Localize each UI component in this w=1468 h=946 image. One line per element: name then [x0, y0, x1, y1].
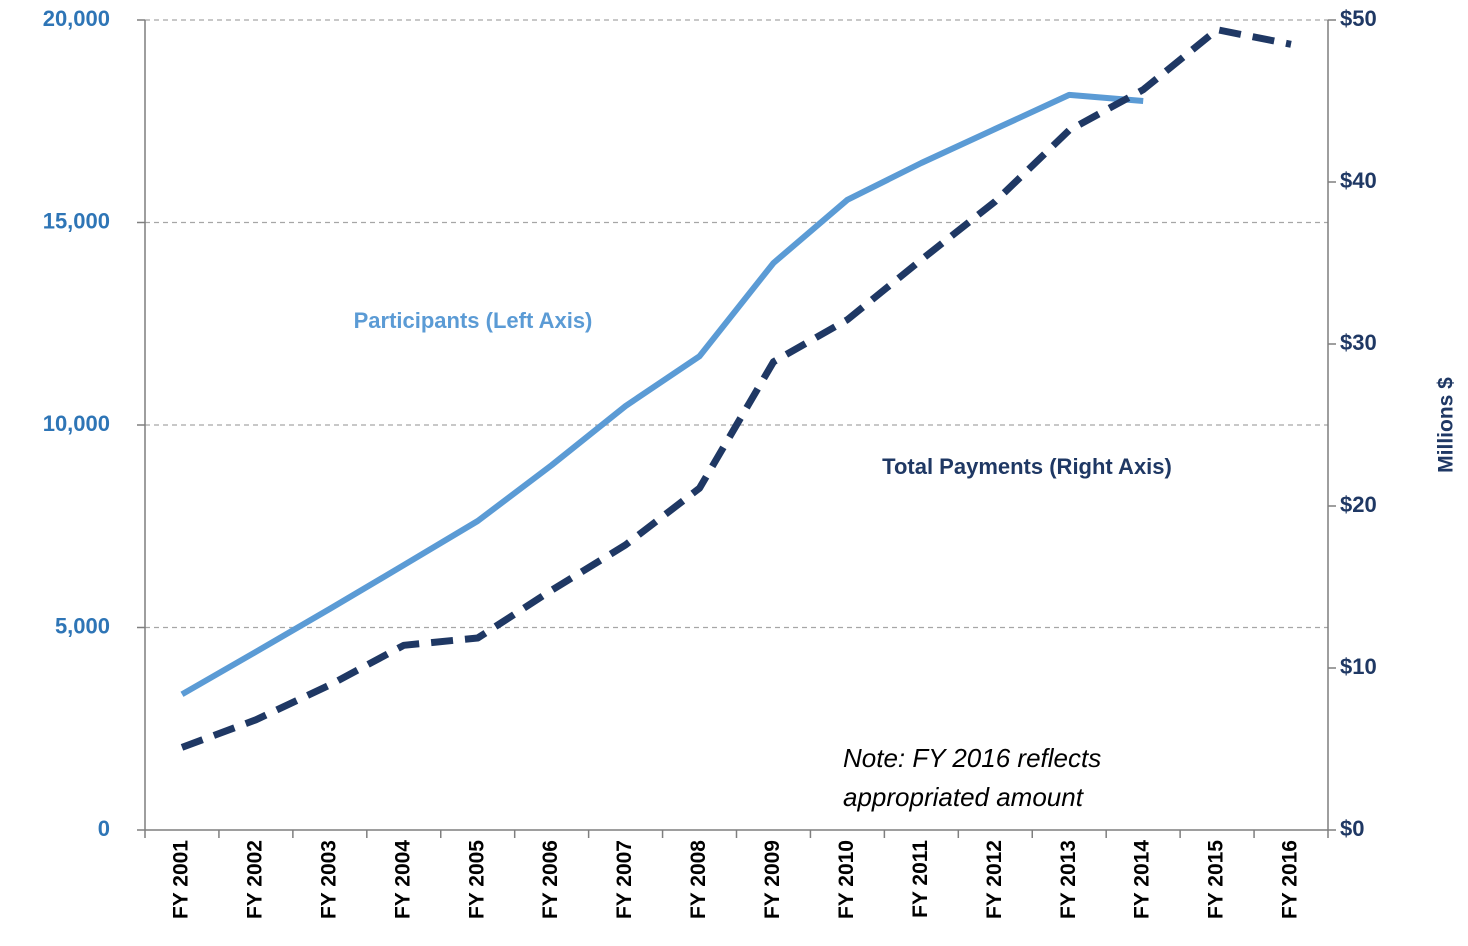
x-tick-label: FY 2001	[170, 840, 193, 919]
y-tick-label: 15,000	[43, 208, 110, 233]
x-tick-label: FY 2011	[909, 840, 932, 918]
x-tick-label: FY 2006	[539, 840, 562, 919]
note: appropriated amount	[843, 782, 1085, 812]
y-tick-label: 0	[98, 816, 110, 841]
y-tick-label: 5,000	[55, 613, 110, 638]
y2-tick-label: $40	[1340, 168, 1377, 193]
series-label: Participants (Left Axis)	[354, 308, 593, 333]
y-tick-label: 20,000	[43, 6, 110, 31]
series-line	[180, 91, 1144, 697]
x-tick-label: FY 2016	[1279, 840, 1302, 919]
x-tick-label: FY 2004	[391, 840, 414, 919]
note: Note: FY 2016 reflects	[843, 743, 1101, 773]
x-tick-label: FY 2003	[317, 840, 340, 919]
y-tick-label: 10,000	[43, 411, 110, 436]
x-tick-label: FY 2009	[761, 840, 784, 919]
x-tick-label: FY 2014	[1131, 840, 1154, 919]
x-tick-label: FY 2010	[835, 840, 858, 919]
y2-tick-label: $10	[1340, 654, 1377, 679]
x-tick-label: FY 2008	[687, 840, 710, 919]
y2-tick-label: $0	[1340, 816, 1364, 841]
series-label: Total Payments (Right Axis)	[882, 454, 1172, 479]
x-tick-label: FY 2013	[1057, 840, 1080, 919]
y2-tick-label: $20	[1340, 492, 1377, 517]
series-line	[180, 26, 1292, 751]
x-tick-label: FY 2012	[983, 840, 1006, 919]
x-tick-label: FY 2015	[1205, 840, 1228, 919]
x-tick-label: FY 2002	[243, 840, 266, 919]
x-tick-label: FY 2007	[613, 840, 636, 919]
y2-axis-label: Millions $	[1435, 377, 1458, 473]
y2-tick-label: $30	[1340, 330, 1377, 355]
x-tick-label: FY 2005	[465, 840, 488, 919]
y2-tick-label: $50	[1340, 6, 1377, 31]
